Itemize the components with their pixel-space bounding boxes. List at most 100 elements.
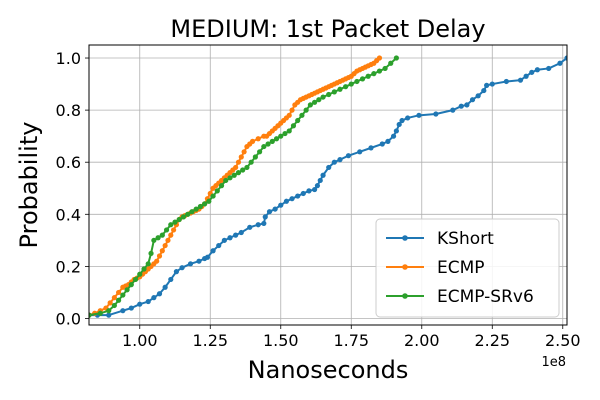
legend-label-ecmp: ECMP [437, 258, 485, 278]
data-point-ecmp [116, 289, 122, 296]
data-point-kshort [261, 220, 267, 227]
data-point-ecmp-srv6 [206, 198, 212, 204]
legend-box [375, 218, 560, 318]
data-point-kshort [196, 258, 202, 264]
axis-ticks: 1.00 1.25 1.50 1.75 2.00 2.25 2.50 0.0 0.2 0.4 0.6… [56, 49, 581, 350]
data-point-ecmp [235, 159, 242, 165]
data-point-ecmp-srv6 [141, 266, 147, 272]
data-point-kshort [216, 242, 222, 249]
series-line-kshort [89, 57, 567, 317]
x-tick-label: 1.25 [192, 331, 228, 350]
data-point-kshort [162, 284, 168, 290]
data-point-ecmp-srv6 [273, 136, 280, 142]
data-point-kshort [137, 301, 143, 307]
data-point-kshort [283, 198, 290, 204]
data-point-ecmp-srv6 [145, 261, 151, 267]
data-point-ecmp [154, 258, 160, 264]
data-point-ecmp-srv6 [124, 287, 130, 293]
data-point-ecmp-srv6 [382, 65, 388, 72]
data-point-ecmp-srv6 [331, 89, 337, 95]
y-tick-label: 1.0 [56, 49, 81, 68]
data-point-ecmp-srv6 [176, 216, 182, 223]
data-point-kshort [300, 190, 306, 197]
data-point-kshort [393, 128, 399, 134]
data-point-ecmp [171, 227, 177, 233]
data-point-ecmp-srv6 [282, 130, 288, 137]
data-point-kshort [557, 60, 563, 66]
data-point-ecmp-srv6 [210, 193, 216, 199]
data-point-kshort [238, 229, 244, 236]
data-point-ecmp-srv6 [244, 164, 250, 171]
data-point-ecmp-srv6 [168, 222, 174, 228]
data-point-kshort [331, 159, 337, 165]
data-point-kshort [295, 193, 301, 199]
data-point-ecmp-srv6 [252, 154, 258, 160]
data-point-kshort [345, 153, 352, 159]
data-point-kshort [337, 157, 343, 163]
data-point-ecmp [111, 295, 117, 301]
data-point-ecmp-srv6 [155, 235, 161, 241]
x-tick-label: 1.75 [333, 331, 369, 350]
data-point-kshort [317, 177, 323, 184]
data-point-ecmp [156, 253, 163, 259]
data-point-ecmp-srv6 [148, 250, 154, 256]
data-point-kshort [458, 103, 464, 109]
data-point-kshort [546, 65, 552, 72]
data-point-ecmp-srv6 [180, 214, 187, 220]
data-point-kshort [469, 97, 476, 103]
data-point-ecmp-srv6 [257, 149, 263, 155]
plot-frame [88, 44, 568, 326]
data-point-kshort [306, 188, 312, 194]
data-point-kshort [247, 224, 253, 230]
data-point-kshort [368, 145, 374, 151]
data-point-kshort [204, 254, 211, 260]
data-point-ecmp [286, 112, 292, 118]
data-point-kshort [221, 237, 227, 243]
data-point-kshort [464, 102, 470, 108]
data-point-ecmp-srv6 [326, 91, 332, 98]
data-point-ecmp-srv6 [348, 81, 354, 87]
data-point-kshort [314, 183, 321, 189]
data-point-kshort [379, 141, 385, 147]
data-point-ecmp-srv6 [286, 128, 292, 134]
y-axis-label: Probability [15, 122, 43, 249]
data-point-kshort [173, 269, 180, 275]
data-point-kshort [357, 149, 363, 155]
data-point-ecmp-srv6 [299, 112, 305, 118]
x-tick-label: 2.50 [545, 331, 581, 350]
data-point-ecmp-srv6 [240, 167, 246, 173]
x-tick-label: 2.25 [474, 331, 510, 350]
data-point-ecmp-srv6 [265, 141, 271, 147]
data-point-ecmp [241, 149, 247, 155]
data-point-ecmp-srv6 [218, 183, 225, 189]
data-point-ecmp-srv6 [278, 133, 284, 139]
legend-label-ecmp-srv6: ECMP-SRv6 [437, 287, 534, 307]
data-point-ecmp [162, 242, 168, 249]
data-point-kshort [564, 55, 567, 61]
data-point-ecmp-srv6 [354, 78, 360, 85]
data-point-kshort [396, 121, 402, 128]
data-point-ecmp-srv6 [151, 237, 157, 243]
y-tick-label: 0.2 [56, 257, 81, 276]
data-point-ecmp [249, 138, 256, 144]
data-point-ecmp-srv6 [359, 76, 366, 82]
data-point-ecmp-srv6 [137, 271, 143, 277]
x-offset-label: 1e8 [541, 355, 566, 370]
data-point-ecmp-srv6 [312, 99, 318, 105]
data-point-ecmp-srv6 [189, 209, 195, 215]
data-point-ecmp-srv6 [116, 297, 122, 303]
y-tick-label: 0.8 [56, 101, 81, 120]
data-point-kshort [489, 81, 495, 87]
data-point-ecmp [233, 164, 239, 171]
data-point-ecmp-srv6 [223, 177, 229, 184]
legend-label-kshort: KShort [437, 229, 494, 249]
data-point-kshort [156, 291, 163, 297]
data-point-ecmp-srv6 [290, 123, 297, 129]
data-point-ecmp-srv6 [106, 308, 112, 314]
data-point-ecmp-srv6 [337, 86, 343, 92]
data-point-kshort [179, 265, 185, 271]
data-point-kshort [145, 298, 151, 305]
data-point-ecmp-srv6 [202, 201, 208, 207]
data-point-kshort [475, 93, 481, 99]
data-point-ecmp-srv6 [163, 227, 170, 233]
